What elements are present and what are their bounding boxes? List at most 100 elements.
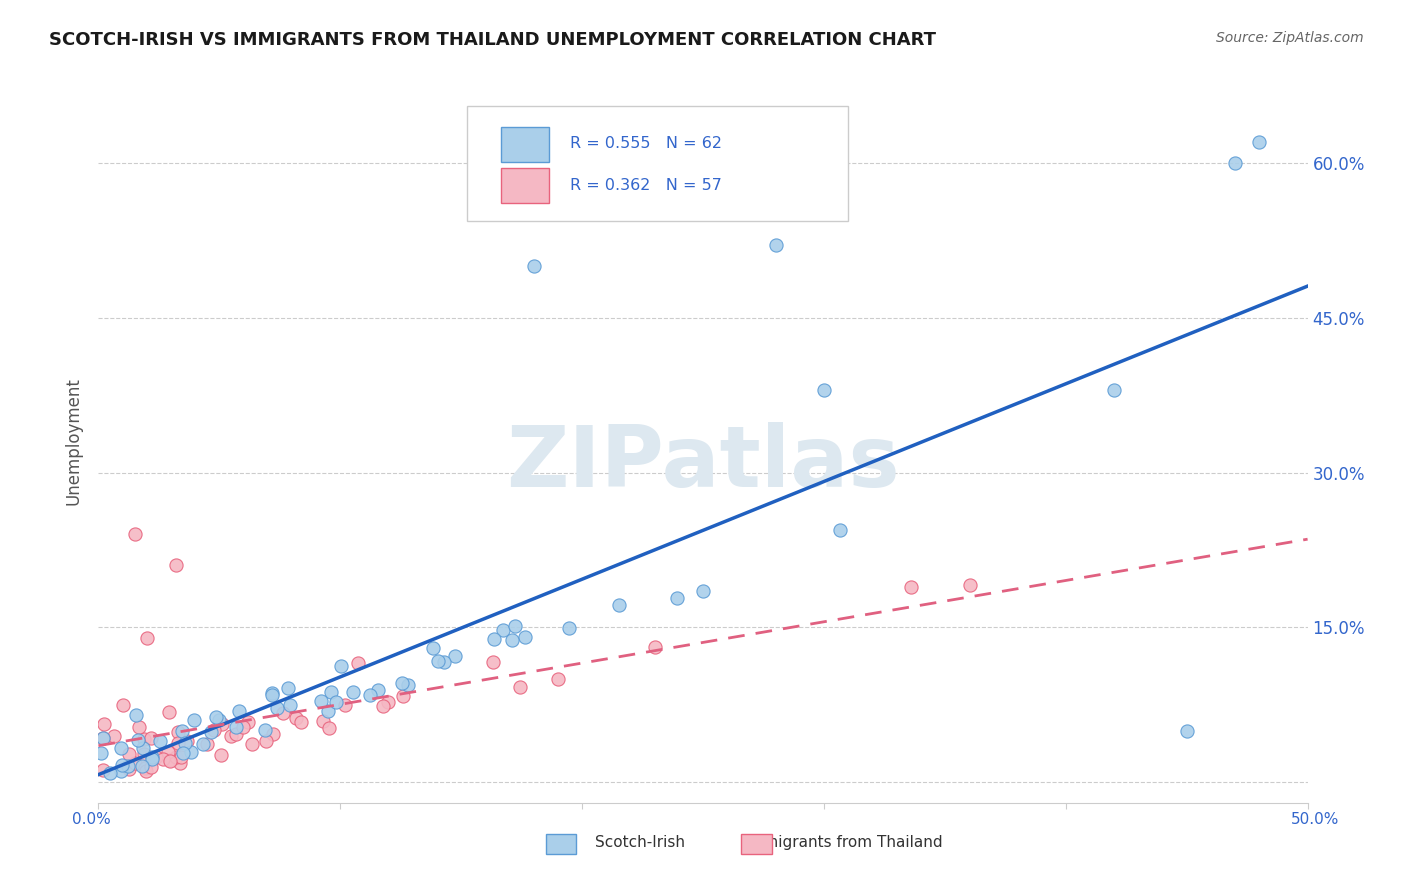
Point	[127, 732, 149, 747]
Point	[176, 734, 198, 748]
Point	[110, 764, 132, 779]
Point	[262, 688, 284, 702]
Point	[135, 764, 157, 778]
Point	[157, 705, 180, 719]
Point	[98, 765, 121, 780]
Point	[278, 698, 301, 712]
Point	[1175, 723, 1198, 738]
Point	[557, 621, 579, 635]
Point	[111, 758, 134, 772]
Point	[828, 523, 851, 537]
Point	[342, 685, 364, 699]
Point	[316, 704, 339, 718]
Point	[1102, 383, 1125, 397]
Point	[422, 640, 444, 655]
Point	[124, 708, 146, 723]
Point	[141, 750, 163, 764]
Point	[149, 734, 172, 748]
Text: SCOTCH-IRISH VS IMMIGRANTS FROM THAILAND UNEMPLOYMENT CORRELATION CHART: SCOTCH-IRISH VS IMMIGRANTS FROM THAILAND…	[49, 31, 936, 49]
Point	[167, 724, 190, 739]
Point	[240, 737, 263, 751]
Point	[110, 740, 132, 755]
Point	[172, 746, 194, 760]
Point	[318, 721, 340, 735]
Point	[509, 681, 531, 695]
Point	[145, 749, 167, 764]
Point	[169, 756, 191, 770]
Point	[135, 631, 157, 645]
Point	[91, 731, 114, 745]
Point	[373, 698, 395, 713]
Point	[93, 731, 115, 746]
Point	[165, 558, 187, 573]
Point	[202, 723, 225, 738]
Point	[492, 623, 515, 637]
Point	[166, 735, 188, 749]
Point	[124, 527, 146, 541]
Point	[333, 698, 356, 712]
Point	[183, 714, 205, 728]
FancyBboxPatch shape	[467, 105, 848, 221]
Point	[204, 710, 226, 724]
Point	[170, 723, 193, 738]
Point	[103, 729, 125, 743]
Point	[444, 648, 467, 663]
Point	[118, 762, 141, 776]
Point	[221, 729, 243, 743]
Point	[139, 731, 162, 745]
Point	[134, 761, 156, 775]
Point	[174, 736, 197, 750]
Point	[396, 677, 419, 691]
Point	[141, 751, 163, 765]
Point	[228, 705, 250, 719]
Point	[262, 726, 284, 740]
Point	[482, 632, 505, 647]
Point	[193, 737, 215, 751]
Point	[170, 749, 193, 764]
Point	[347, 656, 370, 670]
Point	[128, 720, 150, 734]
FancyBboxPatch shape	[501, 128, 550, 162]
Point	[152, 751, 174, 765]
Point	[1249, 135, 1271, 149]
Point	[513, 631, 536, 645]
Point	[271, 706, 294, 720]
Point	[254, 723, 277, 737]
Point	[692, 584, 714, 599]
Text: 0.0%: 0.0%	[72, 813, 111, 827]
Point	[277, 681, 299, 695]
Point	[959, 578, 981, 592]
Text: Immigrants from Thailand: Immigrants from Thailand	[744, 835, 943, 849]
Point	[309, 694, 332, 708]
Point	[254, 734, 277, 748]
Point	[132, 741, 155, 756]
Point	[131, 758, 153, 772]
Point	[523, 259, 546, 273]
Point	[290, 714, 312, 729]
Point	[765, 238, 787, 252]
Point	[211, 717, 233, 731]
Point	[503, 619, 526, 633]
Point	[501, 632, 523, 647]
Point	[91, 764, 114, 778]
Point	[132, 732, 155, 747]
Point	[112, 698, 135, 712]
Point	[325, 695, 347, 709]
Point	[813, 383, 835, 397]
Point	[209, 747, 232, 762]
Point	[236, 714, 259, 729]
Point	[367, 683, 389, 698]
Text: 50.0%: 50.0%	[1291, 813, 1339, 827]
Point	[200, 725, 222, 739]
Point	[231, 720, 253, 734]
Point	[159, 754, 181, 768]
Point	[359, 688, 381, 702]
Point	[159, 752, 181, 766]
Text: Scotch-Irish: Scotch-Irish	[595, 835, 685, 849]
FancyBboxPatch shape	[501, 169, 550, 203]
Point	[124, 756, 146, 771]
Text: R = 0.362   N = 57: R = 0.362 N = 57	[569, 178, 721, 193]
Point	[260, 686, 283, 700]
Point	[391, 676, 413, 690]
Point	[319, 685, 342, 699]
